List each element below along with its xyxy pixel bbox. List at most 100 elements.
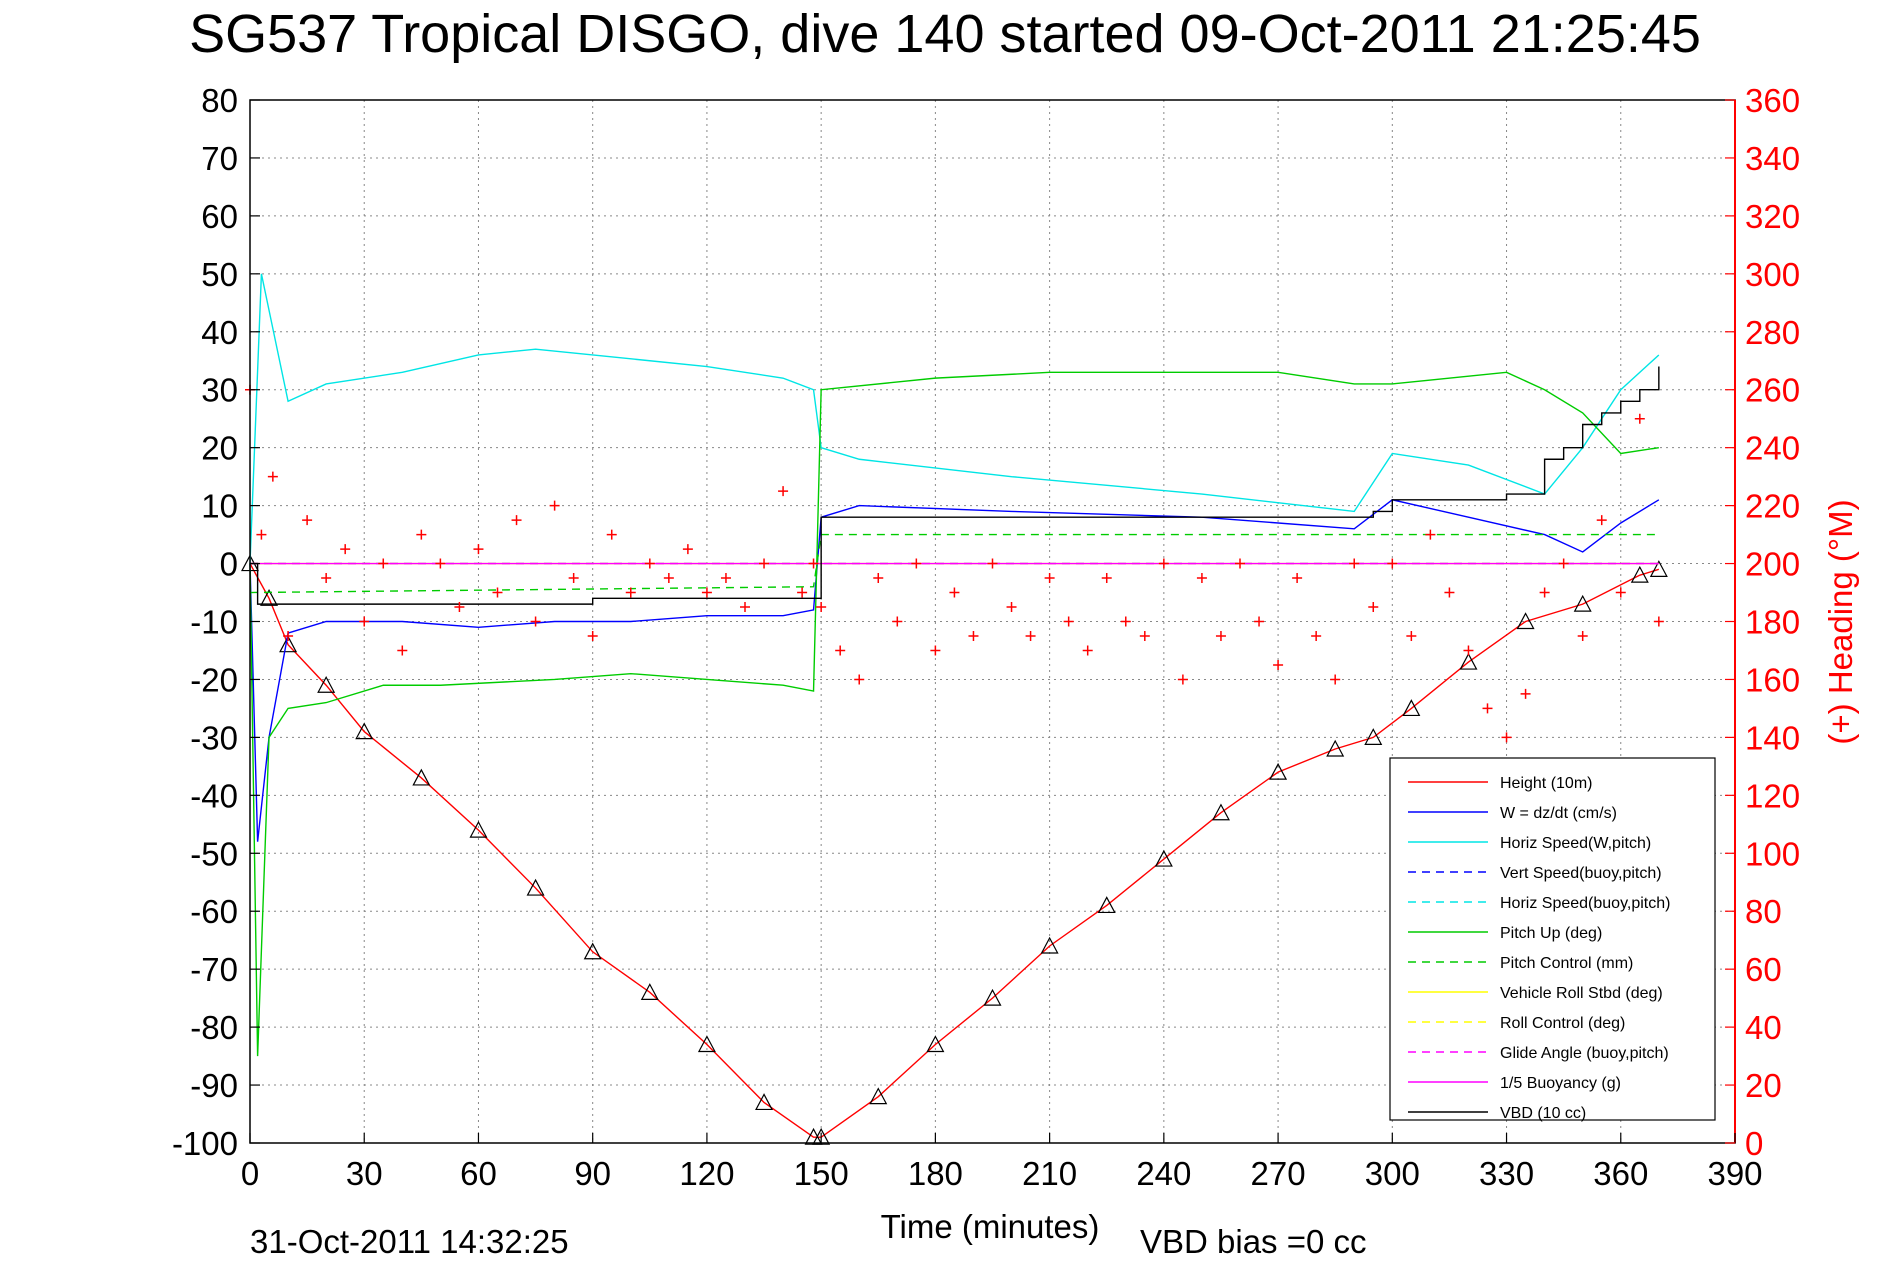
- legend-label-10: 1/5 Buoyancy (g): [1500, 1075, 1621, 1092]
- y-left-tick-label: 20: [201, 430, 238, 467]
- legend-label-4: Horiz Speed(buoy,pitch): [1500, 895, 1670, 912]
- y-right-tick-label: 240: [1745, 430, 1800, 467]
- y-right-tick-label: 200: [1745, 546, 1800, 583]
- heading-point: [416, 529, 427, 540]
- legend-label-7: Vehicle Roll Stbd (deg): [1500, 985, 1663, 1002]
- y-right-tick-label: 360: [1745, 82, 1800, 119]
- heading-point: [968, 630, 979, 641]
- height-marker: [1269, 762, 1288, 780]
- legend-label-0: Height (10m): [1500, 775, 1592, 792]
- y-right-tick-label: 40: [1745, 1009, 1782, 1046]
- heading-point: [682, 544, 693, 555]
- heading-point: [435, 558, 446, 569]
- heading-point: [1501, 732, 1512, 743]
- heading-point: [1044, 573, 1055, 584]
- heading-point: [267, 471, 278, 482]
- height-marker: [1097, 896, 1116, 914]
- height-marker: [755, 1093, 774, 1111]
- heading-point: [644, 558, 655, 569]
- heading-point: [1006, 602, 1017, 613]
- heading-point: [1215, 630, 1226, 641]
- heading-point: [606, 529, 617, 540]
- height-marker: [697, 1035, 716, 1053]
- heading-point: [1235, 558, 1245, 569]
- y-left-tick-label: 0: [220, 546, 238, 583]
- heading-point: [797, 587, 808, 598]
- heading-point: [1463, 645, 1474, 656]
- heading-point: [1330, 674, 1341, 685]
- heading-point: [1596, 515, 1607, 526]
- heading-point: [256, 529, 267, 540]
- heading-point: [587, 630, 598, 641]
- height-marker: [926, 1035, 945, 1053]
- heading-point: [454, 602, 465, 613]
- heading-point: [1558, 558, 1569, 569]
- y-right-tick-label: 160: [1745, 661, 1800, 698]
- heading-markers: [245, 384, 1664, 743]
- y-left-tick-label: -10: [190, 604, 238, 641]
- y-axis-left: 80 70 60 50 40 30 20 10 0 -10 -20 -30 -40 -50 -60 -70 -8…: [172, 82, 260, 1162]
- height-marker: [583, 942, 602, 960]
- height-marker: [1154, 849, 1173, 867]
- y-axis-right: 3603403203002802602402202001801601401201…: [1725, 82, 1800, 1162]
- heading-point: [1101, 573, 1112, 584]
- height-marker: [1649, 560, 1668, 577]
- x-tick-label: 360: [1593, 1155, 1648, 1192]
- heading-point: [808, 558, 819, 569]
- heading-point: [930, 645, 941, 656]
- heading-point: [1539, 587, 1550, 598]
- x-tick-label: 390: [1707, 1155, 1762, 1192]
- heading-point: [1653, 616, 1664, 627]
- timestamp-footer: 31-Oct-2011 14:32:25: [250, 1223, 569, 1260]
- heading-point: [1273, 659, 1284, 670]
- heading-point: [1063, 616, 1074, 627]
- legend-box: [1389, 757, 1716, 1121]
- x-tick-label: 90: [574, 1155, 611, 1192]
- height-marker: [1459, 652, 1478, 670]
- height-marker: [983, 988, 1002, 1006]
- heading-point: [1520, 688, 1531, 699]
- vbd-bias-text: VBD bias =0 cc: [1140, 1223, 1367, 1260]
- heading-point: [1177, 674, 1188, 685]
- legend-label-2: Horiz Speed(W,pitch): [1500, 835, 1651, 852]
- chart-title: SG537 Tropical DISGO, dive 140 started 0…: [189, 4, 1701, 64]
- y-right-tick-label: 340: [1745, 140, 1800, 177]
- y-right-tick-label: 100: [1745, 835, 1800, 872]
- height-marker: [412, 768, 431, 786]
- y-left-tick-label: 10: [201, 488, 238, 525]
- y-left-tick-label: -100: [172, 1125, 238, 1162]
- heading-point: [1254, 616, 1265, 627]
- heading-point: [1120, 616, 1131, 627]
- y-right-tick-label: 220: [1745, 488, 1800, 525]
- heading-point: [1444, 587, 1455, 598]
- heading-point: [530, 616, 541, 627]
- heading-point: [873, 573, 884, 584]
- heading-point: [1634, 413, 1645, 424]
- y-left-tick-label: -60: [190, 893, 238, 930]
- heading-point: [1158, 558, 1169, 569]
- height-marker: [1326, 739, 1345, 757]
- x-tick-label: 180: [908, 1155, 963, 1192]
- x-tick-label: 60: [460, 1155, 497, 1192]
- heading-point: [340, 544, 351, 555]
- y-left-tick-label: -30: [190, 719, 238, 756]
- height-marker: [869, 1087, 888, 1105]
- heading-point: [663, 573, 674, 584]
- heading-point: [1368, 602, 1379, 613]
- heading-point: [321, 573, 332, 584]
- legend-label-1: W = dz/dt (cm/s): [1500, 805, 1617, 822]
- y-axis-right-label: (+) Heading (°M): [1822, 499, 1859, 744]
- height-marker: [526, 878, 545, 896]
- y-left-tick-label: -80: [190, 1009, 238, 1046]
- legend-label-11: VBD (10 cc): [1500, 1105, 1586, 1122]
- heading-point: [1311, 630, 1322, 641]
- x-tick-label: 30: [346, 1155, 383, 1192]
- height-marker: [260, 589, 279, 606]
- heading-point: [911, 558, 922, 569]
- series-line-0: [249, 563, 1660, 1138]
- heading-point: [511, 515, 522, 526]
- x-tick-label: 300: [1365, 1155, 1420, 1192]
- heading-point: [1139, 630, 1150, 641]
- heading-point: [473, 544, 484, 555]
